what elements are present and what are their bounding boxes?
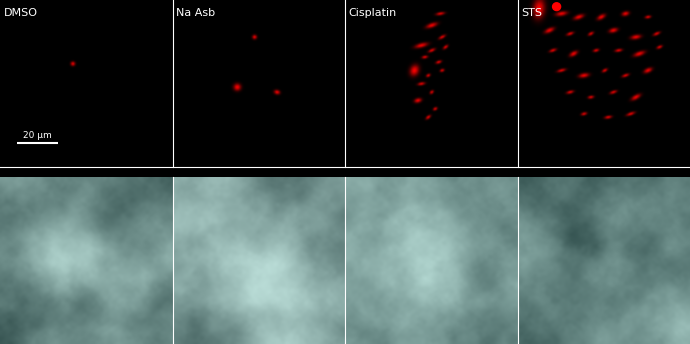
Text: Na Asb: Na Asb (176, 8, 215, 18)
Circle shape (553, 3, 560, 11)
Text: 20 μm: 20 μm (23, 131, 52, 140)
Text: Cisplatin: Cisplatin (348, 8, 397, 18)
Text: STS: STS (521, 8, 542, 18)
Text: DMSO: DMSO (3, 8, 37, 18)
